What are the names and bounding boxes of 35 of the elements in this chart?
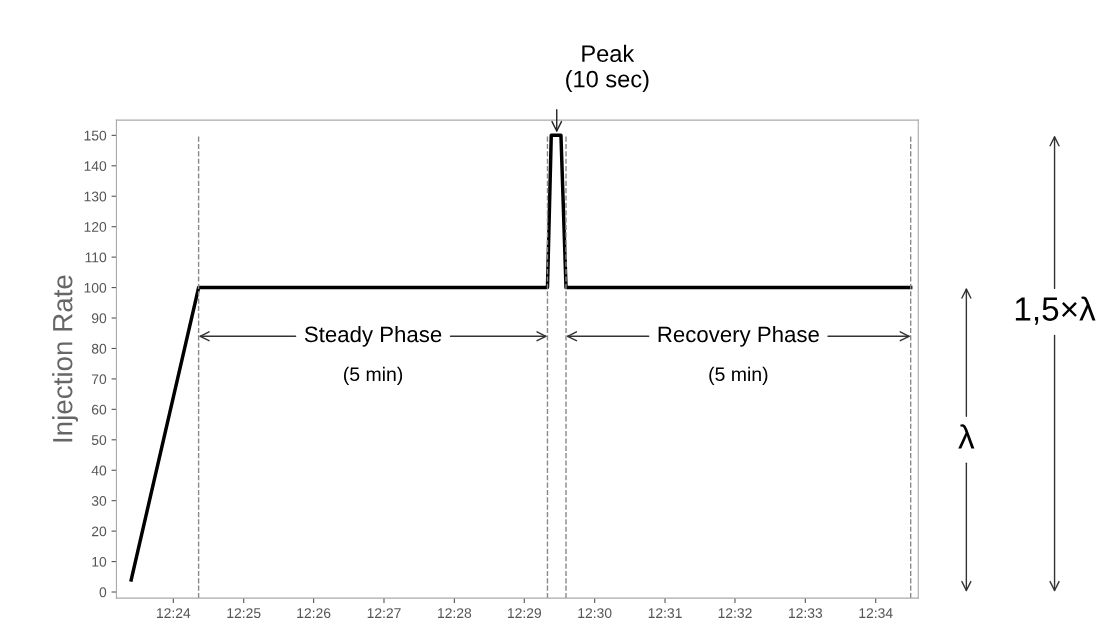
y-tick-label: 70: [91, 374, 107, 385]
y-tick-label: 110: [85, 252, 107, 263]
x-tick-label: 12:33: [789, 608, 823, 619]
x-tick-label: 12:30: [578, 608, 612, 619]
x-tick-label: 12:25: [227, 608, 261, 619]
y-tick-label: 40: [91, 465, 107, 476]
annotation: Recovery Phase: [658, 325, 819, 347]
annotation: (5 min): [344, 366, 403, 385]
y-tick-label: 90: [91, 313, 107, 324]
y-tick-label: 60: [91, 404, 107, 415]
x-tick-label: 12:28: [438, 608, 472, 619]
x-tick-label: 12:32: [718, 608, 752, 619]
y-tick-label: 100: [84, 282, 107, 293]
x-tick-label: 12:29: [507, 608, 542, 619]
y-tick-label: 10: [92, 556, 107, 567]
annotation: Peak (10 sec): [566, 44, 649, 93]
annotation: Steady Phase: [304, 325, 442, 347]
x-tick-label: 12:24: [157, 608, 191, 618]
y-tick-label: 150: [84, 130, 107, 141]
y-tick-label: 50: [91, 435, 107, 445]
text: λ: [958, 424, 975, 449]
y-tick-label: 130: [84, 191, 107, 202]
x-tick-label: 12:27: [367, 608, 401, 618]
annotation: (5 min): [709, 366, 768, 385]
y-tick-label: 30: [91, 496, 107, 506]
x-tick-label: 12:26: [297, 608, 331, 619]
y-axis-title: Injection Rate: [52, 275, 78, 442]
text: 1,5×λ: [1015, 296, 1096, 325]
x-tick-label: 12:34: [859, 608, 893, 619]
x-tick-label: 12:31: [648, 608, 682, 619]
y-tick-label: 140: [84, 161, 107, 171]
y-tick-label: 80: [91, 343, 107, 354]
y-tick-label: 20: [91, 526, 107, 537]
y-tick-label: 120: [84, 222, 107, 232]
y-tick-label: 0: [99, 587, 107, 598]
